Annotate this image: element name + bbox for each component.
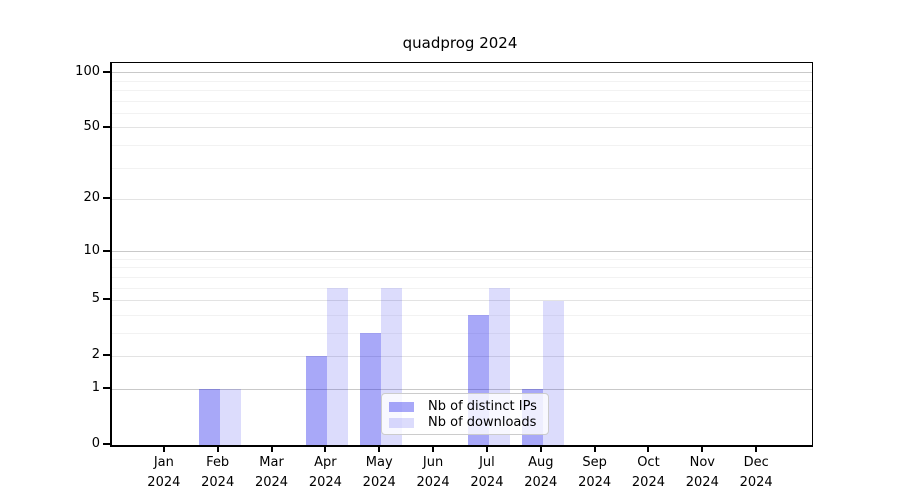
x-tick-mark [432,446,435,452]
x-tick-label-oct: Oct 2024 [631,455,665,490]
minor-gridline [112,314,812,316]
minor-gridline [112,100,812,102]
x-tick-mark [378,446,381,452]
x-tick-mark [539,446,542,452]
y-tick-mark [103,70,110,73]
y-tick-mark [103,354,110,357]
y-tick-label: 1 [91,380,100,396]
legend-label-downloads: Nb of downloads [428,415,537,430]
y-tick-label: 50 [83,118,100,134]
x-tick-label-jun: Jun 2024 [416,455,450,490]
x-tick-label-feb: Feb 2024 [201,455,235,490]
minor-gridline [112,90,812,92]
bar-downloads-apr [327,288,349,445]
y-tick-label: 10 [83,242,100,258]
minor-gridline [112,112,812,114]
x-tick-label-may: May 2024 [362,455,396,490]
y-tick-label: 0 [91,436,100,451]
bar-distinct-ips-apr [306,356,328,445]
chart-title: quadprog 2024 [402,34,518,52]
x-tick-label-dec: Dec 2024 [739,455,773,490]
y-tick-label: 20 [83,190,100,206]
decade-gridline [112,72,812,74]
decade-gridline [112,251,812,253]
minor-gridline [112,267,812,269]
x-tick-label-jul: Jul 2024 [470,455,504,490]
mid-gridline [112,127,812,129]
minor-gridline [112,80,812,82]
bar-distinct-ips-feb [198,389,220,445]
decade-gridline [112,388,812,390]
x-tick-label-aug: Aug 2024 [524,455,558,490]
bar-distinct-ips-may [360,333,382,445]
x-tick-mark [162,446,165,452]
y-tick-label: 2 [91,347,100,363]
mid-gridline [112,355,812,357]
x-tick-label-jan: Jan 2024 [147,455,181,490]
x-tick-mark [270,446,273,452]
x-tick-mark [647,446,650,452]
y-tick-mark [103,298,110,301]
x-tick-mark [593,446,596,452]
x-tick-mark [755,446,758,452]
minor-gridline [112,258,812,260]
mid-gridline [112,299,812,301]
y-tick-label: 5 [91,291,100,307]
minor-gridline [112,276,812,278]
x-tick-mark [701,446,704,452]
x-tick-mark [485,446,488,452]
legend-swatch-distinct-ips [389,402,414,412]
x-tick-mark [324,446,327,452]
x-tick-label-mar: Mar 2024 [254,455,289,490]
legend-label-distinct-ips: Nb of distinct IPs [428,399,537,414]
mid-gridline [112,198,812,200]
x-tick-label-sep: Sep 2024 [578,455,612,490]
minor-gridline [112,332,812,334]
x-tick-label-nov: Nov 2024 [685,455,719,490]
y-tick-mark [103,443,110,445]
minor-gridline [112,287,812,289]
legend-swatch-downloads [389,418,414,428]
y-tick-mark [103,249,110,252]
legend-item-downloads: Nb of downloads [389,415,548,431]
y-tick-label: 100 [75,63,100,79]
plot-area: Nb of distinct IPs Nb of downloads [110,62,813,447]
bar-downloads-feb [219,389,241,445]
y-tick-mark [103,387,110,390]
minor-gridline [112,144,812,146]
y-tick-mark [103,125,110,128]
x-tick-label-apr: Apr 2024 [308,455,342,490]
legend-item-distinct-ips: Nb of distinct IPs [389,399,548,415]
legend: Nb of distinct IPs Nb of downloads [381,393,549,435]
minor-gridline [112,167,812,169]
y-tick-mark [103,197,110,200]
x-tick-mark [216,446,219,452]
